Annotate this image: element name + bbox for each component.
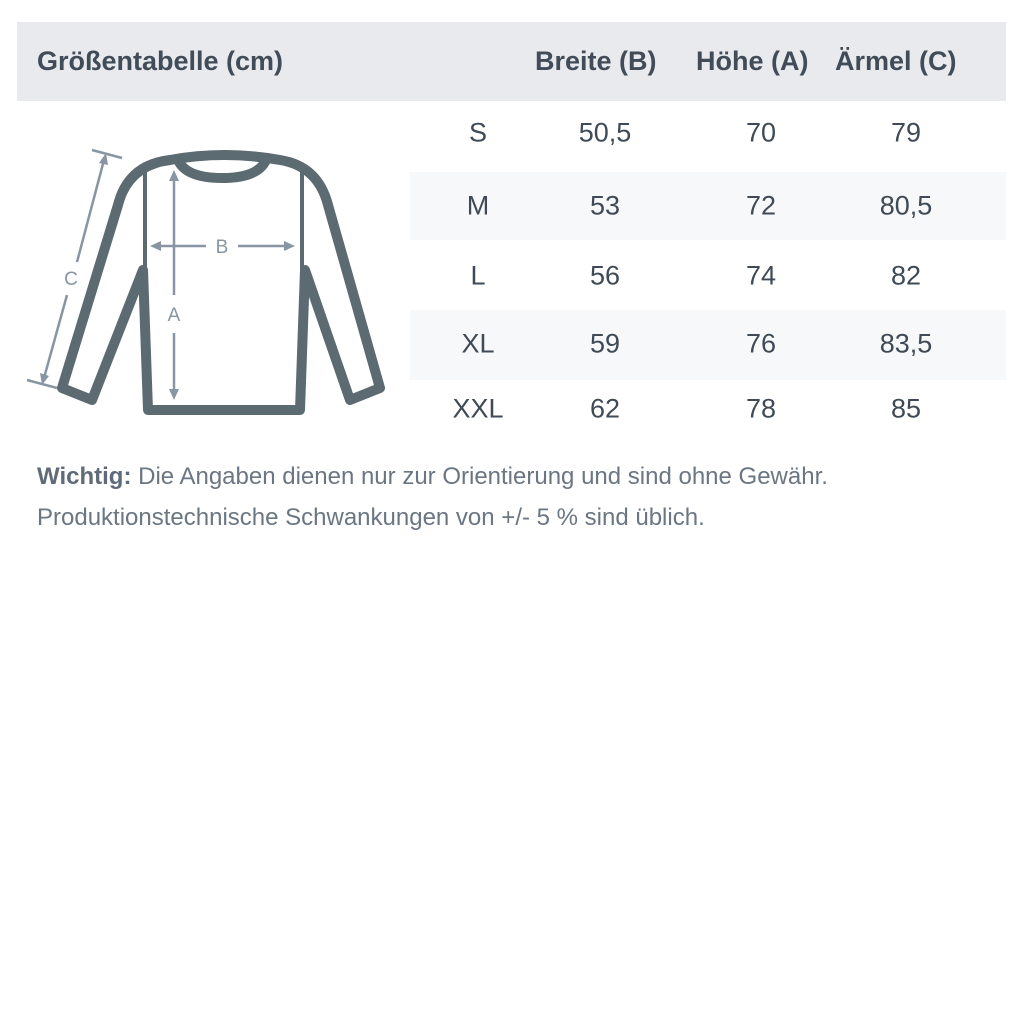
measure-c: 83,5 [879,328,933,359]
sweater-diagram: B A C [26,148,385,415]
table-title: Größentabelle (cm) [37,46,284,76]
size-label: XXL [452,393,504,424]
column-header-height: Höhe (A) [696,46,809,76]
measure-c: 82 [890,260,922,291]
measure-b: 56 [589,260,621,291]
measure-b: 53 [589,190,621,221]
table-header: Größentabelle (cm) Breite (B) Höhe (A) Ä… [17,22,1006,101]
size-label: S [468,117,488,148]
measure-arrows [26,148,295,400]
measure-c: 85 [890,393,922,424]
row-stripe [410,172,1006,240]
measure-c: 80,5 [879,190,933,221]
measure-c: 79 [890,117,922,148]
note-line-2: Produktionstechnische Schwankungen von +… [37,504,705,531]
measure-a: 74 [745,260,777,291]
label-c: C [64,269,78,290]
measure-a: 70 [745,117,777,148]
measure-a: 72 [745,190,777,221]
note-line-1: Wichtig: Die Angaben dienen nur zur Orie… [37,463,828,491]
sweater-outline [57,150,385,415]
note-text-1: Die Angaben dienen nur zur Orientierung … [131,463,828,490]
label-b: B [216,237,229,258]
measure-b: 50,5 [578,117,632,148]
row-stripe [410,310,1006,380]
column-header-sleeve: Ärmel (C) [835,46,957,76]
measure-a: 76 [745,328,777,359]
note-label: Wichtig: [37,463,132,490]
size-label: XL [461,328,495,359]
measure-a: 78 [745,393,777,424]
size-label: M [466,190,490,221]
size-label: L [470,260,486,291]
measure-b: 62 [589,393,621,424]
column-header-width: Breite (B) [535,46,657,76]
label-a: A [168,305,181,326]
measure-b: 59 [589,328,621,359]
